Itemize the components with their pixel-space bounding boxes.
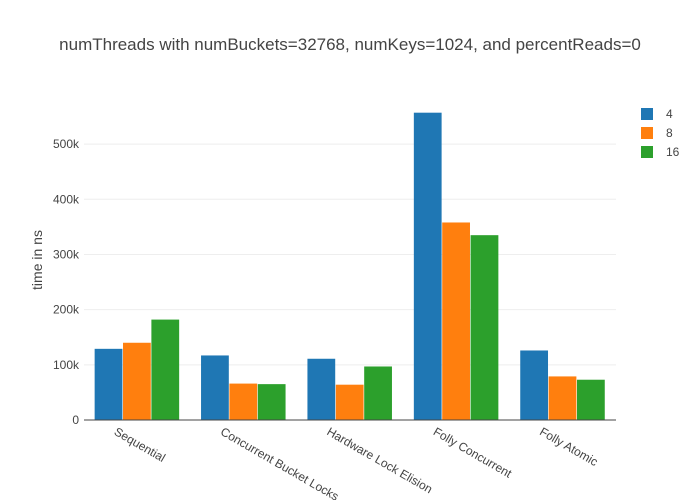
bar-4-sequential[interactable] [94, 348, 123, 420]
bar-16-concurrent-bucket-locks[interactable] [257, 384, 286, 420]
bar-16-hardware-lock-elision[interactable] [364, 366, 392, 420]
legend-label[interactable]: 4 [666, 107, 673, 121]
y-tick-label: 200k [53, 303, 80, 317]
bar-8-folly-atomic[interactable] [548, 376, 577, 420]
bar-8-hardware-lock-elision[interactable] [335, 384, 364, 420]
y-tick-labels: 0 100k 200k 300k 400k 500k [53, 137, 80, 427]
bar-8-sequential[interactable] [123, 342, 151, 420]
bar-16-folly-concurrent[interactable] [470, 235, 499, 420]
chart-title: numThreads with numBuckets=32768, numKey… [59, 35, 641, 54]
y-tick-label: 500k [53, 137, 80, 151]
bar-8-concurrent-bucket-locks[interactable] [229, 383, 258, 420]
y-tick-label: 100k [53, 358, 80, 372]
legend-swatch[interactable] [641, 108, 653, 120]
legend-swatch[interactable] [641, 127, 653, 139]
bar-4-concurrent-bucket-locks[interactable] [201, 355, 229, 420]
legend-label[interactable]: 8 [666, 126, 673, 140]
bars [94, 112, 605, 421]
y-axis-title: time in ns [29, 230, 45, 290]
y-tick-label: 400k [53, 192, 80, 206]
bar-4-hardware-lock-elision[interactable] [307, 358, 336, 420]
legend-label[interactable]: 16 [666, 145, 680, 159]
bar-16-folly-atomic[interactable] [576, 379, 605, 420]
y-tick-label: 300k [53, 247, 80, 261]
bar-4-folly-concurrent[interactable] [413, 112, 442, 421]
legend-swatch[interactable] [641, 146, 653, 158]
bar-16-sequential[interactable] [151, 319, 180, 420]
bar-8-folly-concurrent[interactable] [442, 222, 470, 420]
bar-4-folly-atomic[interactable] [520, 350, 549, 420]
legend[interactable]: 4 8 16 [641, 107, 680, 159]
y-tick-label: 0 [72, 413, 79, 427]
